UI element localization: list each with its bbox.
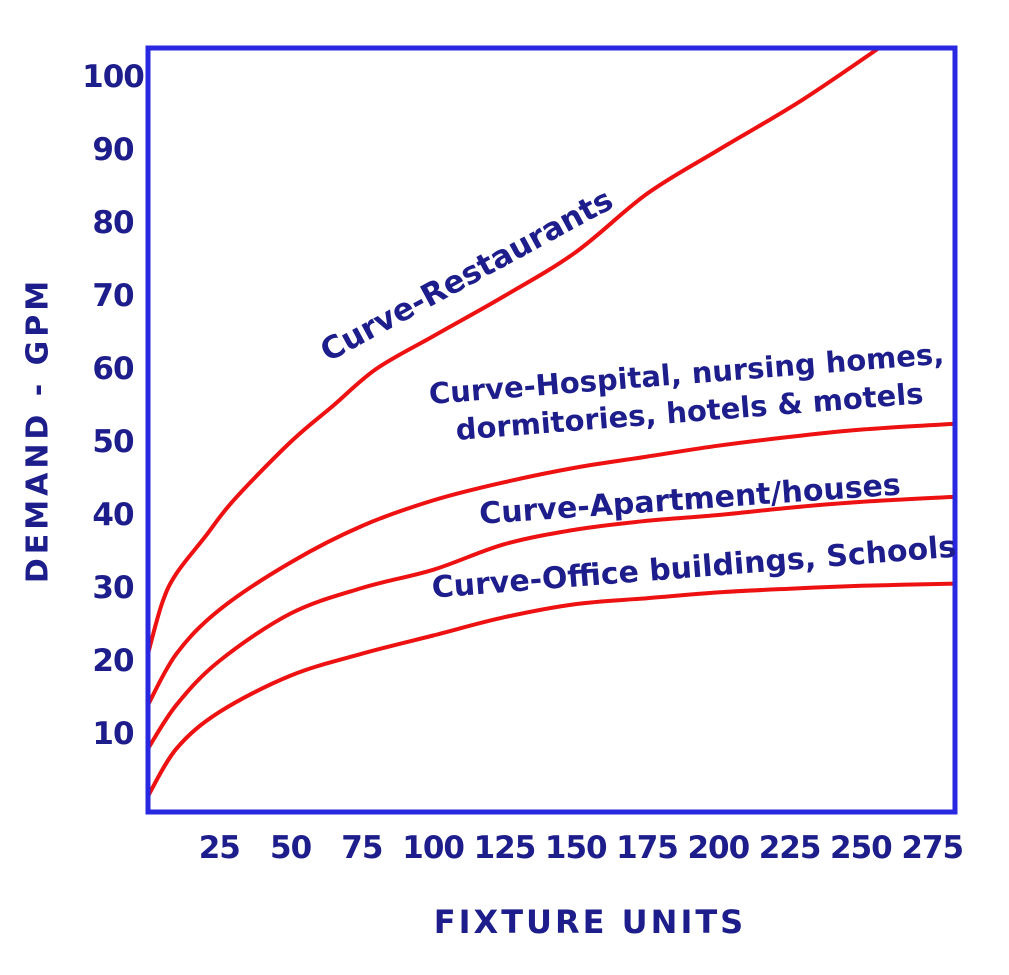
y-tick-label-80: 80 (92, 205, 134, 241)
curves-group (148, 48, 955, 799)
x-tick-label-175: 175 (616, 830, 679, 866)
y-tick-label-20: 20 (92, 643, 134, 679)
x-tick-label-150: 150 (544, 830, 608, 866)
y-tick-label-70: 70 (92, 278, 134, 314)
x-tick-label-25: 25 (198, 830, 241, 866)
curve-apartment (148, 494, 955, 751)
x-tick-label-100: 100 (402, 830, 465, 866)
curve-restaurants (148, 48, 883, 656)
x-tick-label-250: 250 (830, 830, 893, 866)
x-tick-label-75: 75 (341, 830, 383, 866)
curve-office (148, 581, 955, 799)
y-tick-label-40: 40 (92, 497, 134, 533)
y-tick-label-90: 90 (92, 132, 134, 168)
x-tick-label-50: 50 (270, 830, 312, 866)
y-tick-label-30: 30 (92, 570, 134, 606)
x-tick-label-275: 275 (901, 830, 964, 866)
y-axis-title: DEMAND - GPM (20, 276, 56, 584)
y-tick-label-50: 50 (92, 424, 134, 460)
y-tick-label-10: 10 (92, 716, 134, 752)
curve-hospital (148, 421, 955, 707)
plot-border (145, 45, 958, 815)
y-tick-label-100: 100 (82, 59, 145, 95)
x-tick-label-225: 225 (758, 830, 822, 866)
x-tick-label-125: 125 (473, 830, 537, 866)
x-tick-label-200: 200 (687, 830, 750, 866)
x-axis-title: FIXTURE UNITS (433, 903, 747, 941)
y-tick-label-60: 60 (92, 351, 134, 387)
